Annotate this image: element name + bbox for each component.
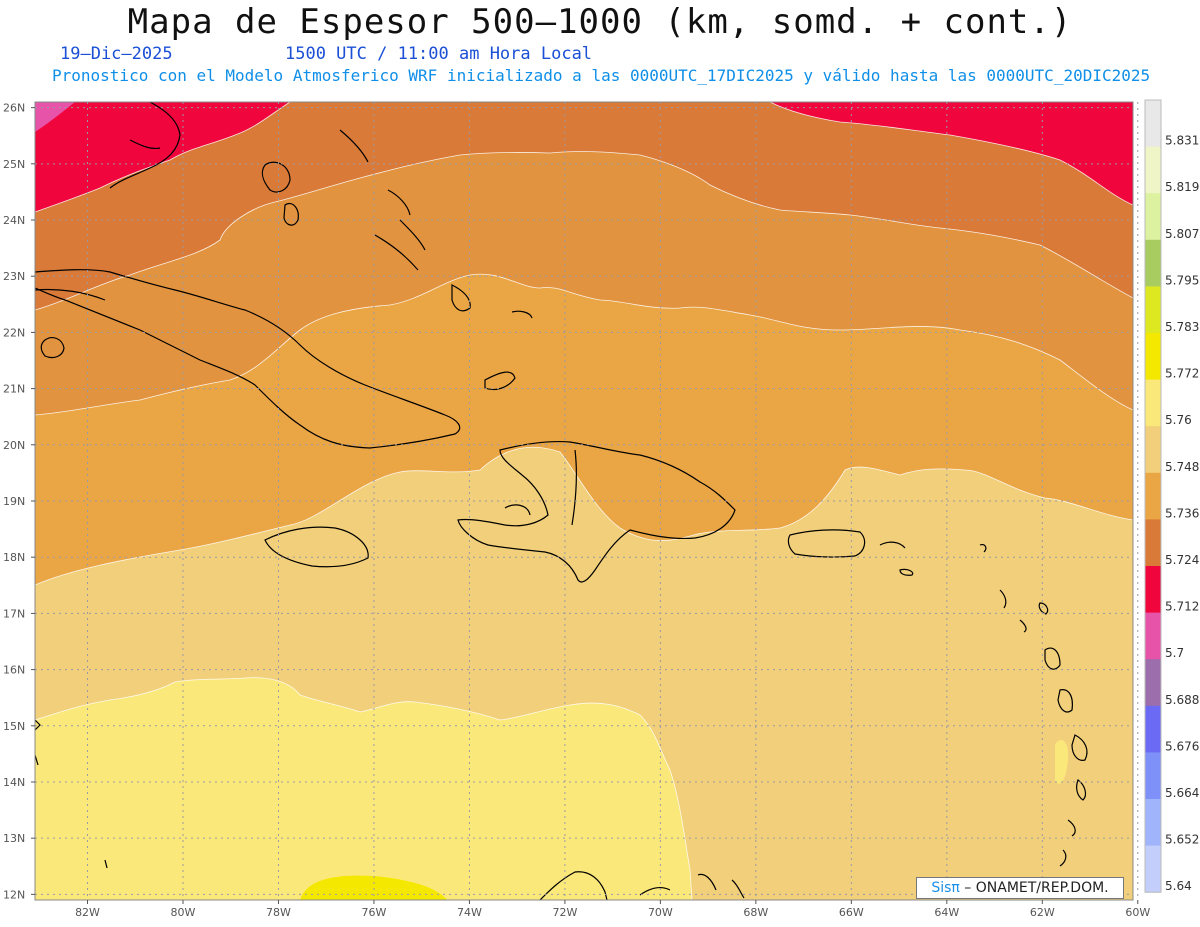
colorbar-label: 5.783 xyxy=(1165,320,1199,334)
lon-tick-label: 62W xyxy=(1030,906,1055,919)
lon-tick-label: 80W xyxy=(171,906,196,919)
colorbar-swatch xyxy=(1145,472,1161,520)
lat-tick-label: 15N xyxy=(3,720,25,733)
colorbar-label: 5.64 xyxy=(1165,879,1192,893)
band-5688 xyxy=(35,102,75,132)
band-5700-nw xyxy=(35,102,290,212)
colorbar-label: 5.795 xyxy=(1165,273,1199,287)
colorbar-label: 5.831 xyxy=(1165,134,1199,148)
lat-tick-label: 12N xyxy=(3,888,25,901)
colorbar-label: 5.688 xyxy=(1165,693,1199,707)
colorbar-label: 5.7 xyxy=(1165,646,1184,660)
time-label: 1500 UTC / 11:00 am Hora Local xyxy=(285,44,593,64)
colorbar-swatch xyxy=(1145,333,1161,381)
colorbar-swatch xyxy=(1145,752,1161,800)
colorbar-swatch xyxy=(1145,519,1161,567)
colorbar-swatch xyxy=(1145,193,1161,241)
lat-tick-label: 22N xyxy=(3,326,25,339)
credit-text: – ONAMET/REP.DOM. xyxy=(959,880,1109,896)
lat-tick-label: 21N xyxy=(3,383,25,396)
lat-tick-label: 25N xyxy=(3,158,25,171)
lon-tick-label: 64W xyxy=(934,906,959,919)
shaded-field xyxy=(35,102,1133,900)
lon-tick-label: 72W xyxy=(552,906,577,919)
colorbar-label: 5.724 xyxy=(1165,553,1199,567)
colorbar-label: 5.772 xyxy=(1165,367,1199,381)
colorbar-label: 5.652 xyxy=(1165,833,1199,847)
lon-tick-label: 70W xyxy=(648,906,673,919)
lat-tick-label: 13N xyxy=(3,832,25,845)
colorbar-swatch xyxy=(1145,286,1161,334)
colorbar-swatch xyxy=(1145,379,1161,427)
lat-tick-label: 17N xyxy=(3,607,25,620)
band-5760 xyxy=(35,677,692,900)
colorbar-swatch xyxy=(1145,705,1161,753)
lon-tick-label: 76W xyxy=(362,906,387,919)
lat-tick-label: 20N xyxy=(3,439,25,452)
lat-tick-label: 24N xyxy=(3,214,25,227)
colorbar-swatch xyxy=(1145,659,1161,707)
colorbar-swatch xyxy=(1145,100,1161,148)
lat-tick-label: 18N xyxy=(3,551,25,564)
colorbar-swatch xyxy=(1145,426,1161,474)
colorbar-label: 5.807 xyxy=(1165,227,1199,241)
lat-tick-label: 23N xyxy=(3,270,25,283)
lat-tick-label: 26N xyxy=(3,102,25,115)
colorbar-label: 5.748 xyxy=(1165,460,1199,474)
lon-labels: 82W 80W 78W 76W 74W 72W 70W 68W 66W 64W 62W 60W xyxy=(75,900,1150,919)
colorbar-label: 5.712 xyxy=(1165,600,1199,614)
lat-labels: 12N 13N 14N 15N 16N 17N 18N 19N 20N 21N 22N 23N 24N 2… xyxy=(3,102,35,901)
colorbar-swatch xyxy=(1145,612,1161,660)
colorbar-label: 5.819 xyxy=(1165,180,1199,194)
lon-tick-label: 66W xyxy=(839,906,864,919)
lat-tick-label: 14N xyxy=(3,776,25,789)
colorbar-frame xyxy=(1144,99,1162,893)
lon-tick-label: 74W xyxy=(457,906,482,919)
colorbar-label: 5.676 xyxy=(1165,739,1199,753)
lon-tick-label: 68W xyxy=(743,906,768,919)
map-title: Mapa de Espesor 500–1000 (km, somd. + co… xyxy=(127,2,1073,42)
colorbar-label: 5.736 xyxy=(1165,506,1199,520)
lat-tick-label: 16N xyxy=(3,664,25,677)
colorbar: 5.831 5.819 5.807 5.795 5.783 5.772 5.76 5.748 5… xyxy=(1144,99,1199,893)
graticule xyxy=(35,102,1139,900)
lon-tick-label: 60W xyxy=(1125,906,1150,919)
band-5712 xyxy=(35,102,1133,310)
colorbar-swatch xyxy=(1145,566,1161,614)
lon-tick-label: 82W xyxy=(75,906,100,919)
credit-brand: Sisπ xyxy=(931,880,960,896)
lat-tick-label: 19N xyxy=(3,495,25,508)
colorbar-label: 5.664 xyxy=(1165,786,1199,800)
colorbar-swatch xyxy=(1145,146,1161,194)
lon-tick-label: 78W xyxy=(266,906,291,919)
coastlines xyxy=(35,102,1088,900)
date-label: 19–Dic–2025 xyxy=(60,44,173,64)
colorbar-swatch xyxy=(1145,799,1161,847)
forecast-note: Pronostico con el Modelo Atmosferico WRF… xyxy=(52,66,1151,85)
colorbar-swatch xyxy=(1145,239,1161,287)
colorbar-label: 5.76 xyxy=(1165,413,1192,427)
credit-box: Sisπ – ONAMET/REP.DOM. xyxy=(916,877,1124,899)
colorbar-swatch xyxy=(1145,845,1161,893)
